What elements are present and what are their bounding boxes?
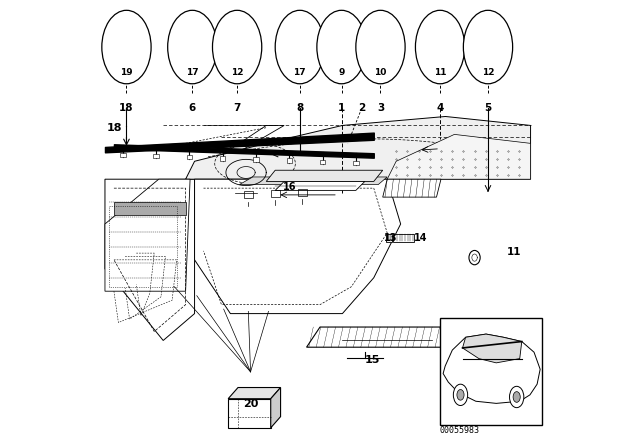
Polygon shape xyxy=(228,388,280,399)
Text: 11: 11 xyxy=(434,68,446,77)
Polygon shape xyxy=(228,399,271,428)
Text: 4: 4 xyxy=(436,103,444,113)
Text: 13: 13 xyxy=(383,233,397,243)
Bar xyxy=(271,190,280,197)
Polygon shape xyxy=(266,170,383,181)
Polygon shape xyxy=(463,334,522,363)
Text: 2: 2 xyxy=(358,103,365,113)
Text: 15: 15 xyxy=(365,355,381,365)
Bar xyxy=(187,155,192,159)
Polygon shape xyxy=(387,234,392,242)
Text: 7: 7 xyxy=(234,103,241,113)
Polygon shape xyxy=(394,234,414,242)
Bar xyxy=(253,157,259,162)
Ellipse shape xyxy=(356,10,405,84)
Text: 18: 18 xyxy=(107,123,123,133)
Bar xyxy=(109,206,177,287)
Text: 9: 9 xyxy=(339,68,345,77)
Text: 12: 12 xyxy=(482,68,494,77)
Polygon shape xyxy=(186,116,531,179)
Ellipse shape xyxy=(463,10,513,84)
Text: 17: 17 xyxy=(186,68,198,77)
Bar xyxy=(220,156,225,160)
Polygon shape xyxy=(186,125,284,179)
Bar xyxy=(120,153,125,157)
Ellipse shape xyxy=(469,250,480,265)
Bar xyxy=(244,191,253,198)
Ellipse shape xyxy=(453,384,468,405)
Ellipse shape xyxy=(457,389,464,400)
Polygon shape xyxy=(271,388,280,428)
Bar xyxy=(154,154,159,158)
Ellipse shape xyxy=(317,10,366,84)
Ellipse shape xyxy=(415,10,465,84)
Polygon shape xyxy=(105,179,195,340)
Text: 5: 5 xyxy=(484,103,492,113)
Polygon shape xyxy=(307,327,454,347)
Ellipse shape xyxy=(509,386,524,408)
Bar xyxy=(320,159,325,164)
Text: 11: 11 xyxy=(508,247,522,257)
Text: 17: 17 xyxy=(294,68,306,77)
Polygon shape xyxy=(275,181,365,190)
Text: 8: 8 xyxy=(296,103,303,113)
Text: 19: 19 xyxy=(120,68,132,77)
Polygon shape xyxy=(443,334,540,403)
Text: 18: 18 xyxy=(119,103,134,113)
Text: 20: 20 xyxy=(243,399,259,409)
Polygon shape xyxy=(105,179,190,291)
Bar xyxy=(298,189,307,196)
Text: 00055983: 00055983 xyxy=(440,426,480,435)
Polygon shape xyxy=(383,179,441,197)
Text: 1: 1 xyxy=(338,103,345,113)
Text: 12: 12 xyxy=(231,68,243,77)
Text: 3: 3 xyxy=(377,103,384,113)
Ellipse shape xyxy=(102,10,151,84)
Polygon shape xyxy=(105,170,531,358)
Text: 14: 14 xyxy=(414,233,428,243)
Ellipse shape xyxy=(275,10,324,84)
Polygon shape xyxy=(239,177,387,185)
Polygon shape xyxy=(387,134,531,179)
Bar xyxy=(440,318,542,425)
Bar xyxy=(353,161,358,165)
Text: 10: 10 xyxy=(374,68,387,77)
Polygon shape xyxy=(195,179,401,314)
Ellipse shape xyxy=(212,10,262,84)
Ellipse shape xyxy=(513,392,520,402)
Text: 16: 16 xyxy=(284,182,297,192)
Polygon shape xyxy=(114,202,186,215)
Text: 6: 6 xyxy=(189,103,196,113)
Ellipse shape xyxy=(168,10,217,84)
Bar xyxy=(287,158,292,163)
